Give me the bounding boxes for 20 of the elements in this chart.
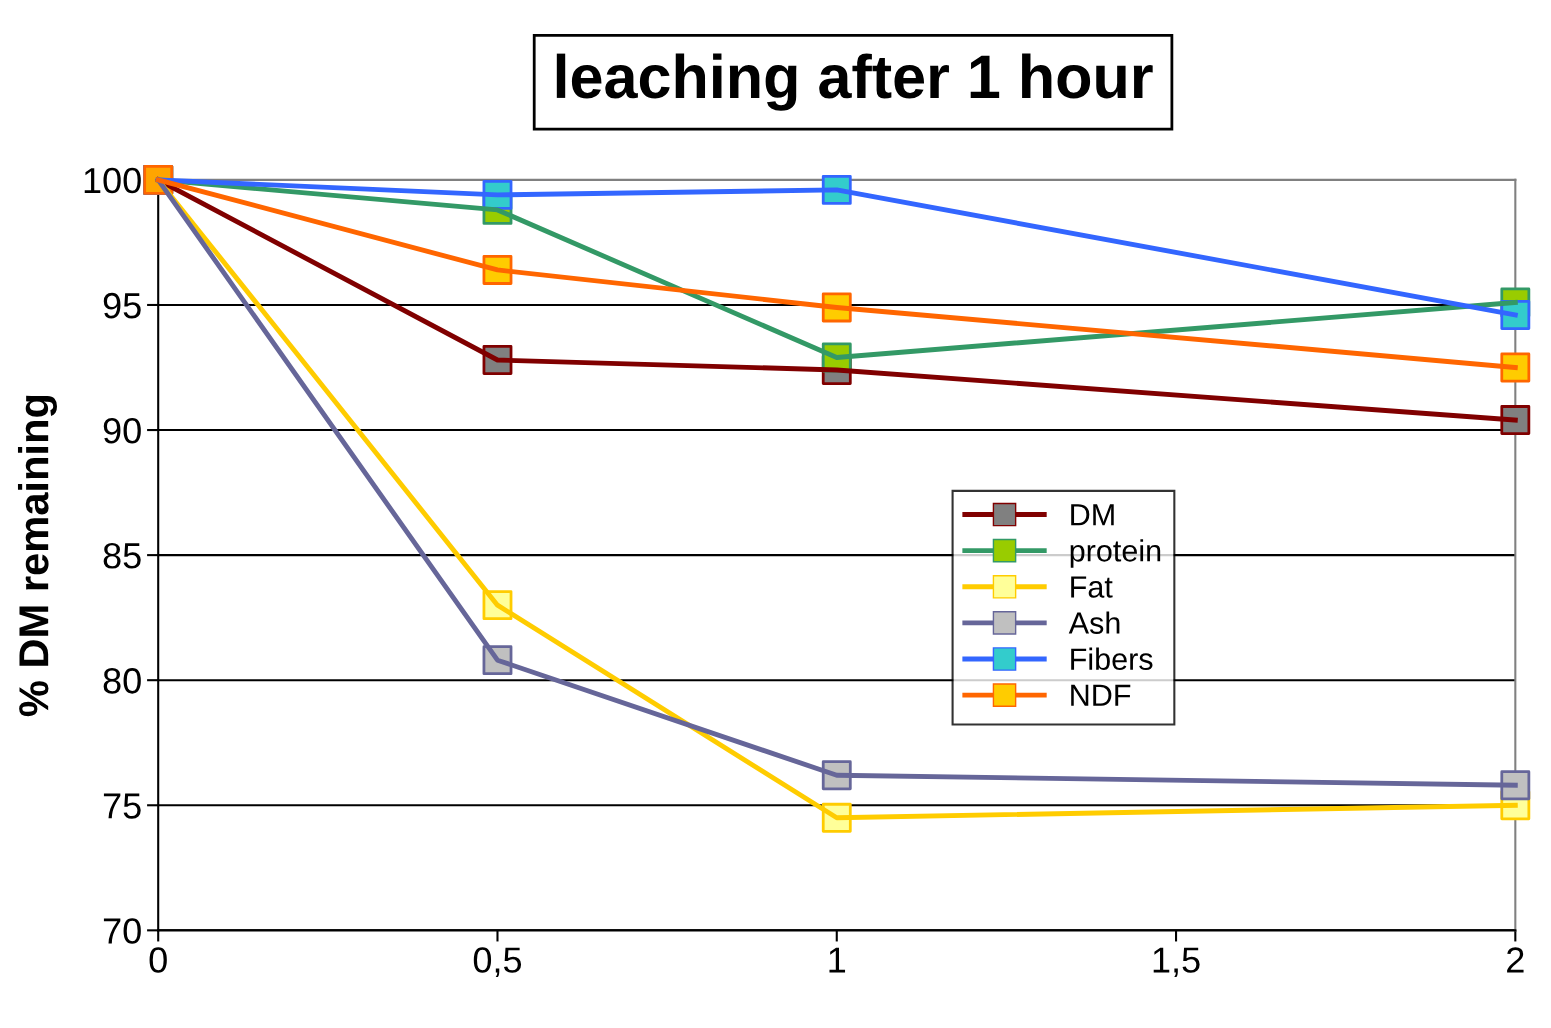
x-tick-label: 1 (829, 947, 846, 973)
y-tick-label: 100 (84, 167, 141, 194)
legend-label: protein (1070, 539, 1161, 568)
x-tick-label: 2 (1507, 947, 1524, 973)
chart-title: leaching after 1 hour (556, 53, 1153, 111)
y-tick-label: 75 (103, 793, 141, 819)
legend-label: Fibers (1071, 647, 1153, 671)
y-tick-label: 95 (103, 292, 141, 319)
legend-label: NDF (1071, 684, 1131, 706)
y-tick-label: 70 (103, 918, 141, 944)
y-axis-title: % DM remaining (17, 395, 57, 717)
legend-label: Fat (1071, 576, 1113, 598)
y-tick-label: 85 (103, 542, 141, 569)
legend-label: Ash (1068, 611, 1120, 634)
x-tick-label: 1,5 (1153, 947, 1200, 978)
x-tick-label: 0 (149, 947, 167, 973)
y-tick-label: 90 (103, 417, 141, 444)
y-tick-label: 80 (103, 668, 141, 694)
legend-label: DM (1071, 504, 1114, 526)
x-tick-label: 0,5 (473, 947, 522, 978)
